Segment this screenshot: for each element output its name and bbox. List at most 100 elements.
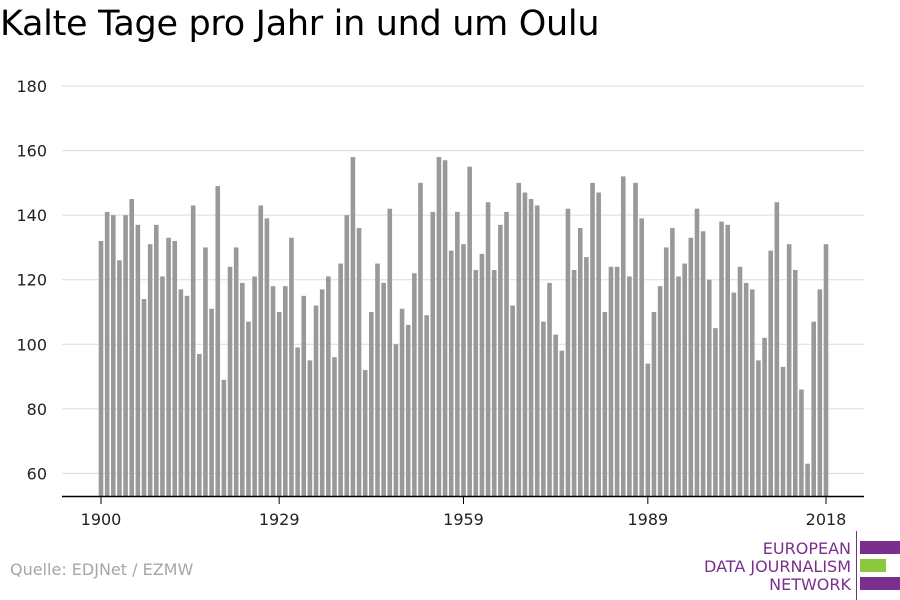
bar-1961 (473, 270, 479, 496)
bar-1930 (283, 286, 288, 496)
bar-1987 (633, 182, 638, 496)
bar-1986 (627, 276, 632, 496)
x-axis: 1900 1929 1959 1989 2018 (62, 495, 864, 529)
bar-1962 (479, 253, 485, 496)
x-tick-label-2018: 2018 (806, 510, 847, 529)
bar-1913 (178, 289, 184, 496)
bar-1993 (670, 228, 675, 496)
bar-2005 (743, 282, 749, 496)
bar-1965 (498, 224, 503, 496)
bar-2017 (817, 289, 823, 496)
logo-bar-1 (860, 541, 900, 554)
logo-line-3: NETWORK (769, 575, 851, 594)
bar-1918 (209, 308, 214, 496)
bars (98, 157, 829, 497)
bar-1998 (700, 231, 706, 497)
bar-1991 (657, 286, 663, 496)
bar-1985 (620, 176, 626, 496)
bar-1989 (645, 363, 651, 496)
bar-1935 (313, 305, 319, 496)
bar-1959 (461, 244, 466, 496)
edjnet-logo[interactable]: EUROPEAN DATA JOURNALISM NETWORK (690, 531, 900, 600)
bar-1917 (203, 247, 208, 496)
bar-1978 (577, 228, 583, 496)
bar-2013 (792, 270, 798, 496)
logo-divider (856, 531, 857, 600)
bar-1980 (590, 182, 595, 496)
bar-1906 (135, 224, 141, 496)
bar-2006 (749, 289, 755, 496)
bar-1992 (663, 247, 669, 496)
bar-1955 (436, 157, 442, 496)
bar-1907 (141, 299, 147, 496)
bar-1922 (233, 247, 239, 496)
bar-1982 (602, 311, 608, 496)
bar-1940 (344, 215, 350, 497)
bar-1950 (405, 324, 411, 496)
bar-1912 (172, 240, 178, 496)
y-tick-label-80: 80 (27, 400, 47, 419)
bar-1949 (399, 308, 405, 496)
bar-1937 (326, 276, 331, 496)
bar-1975 (559, 350, 565, 496)
bar-1936 (319, 289, 325, 496)
bar-2014 (799, 389, 804, 496)
bar-2011 (780, 366, 786, 496)
bar-1924 (246, 321, 251, 496)
bar-1994 (676, 276, 681, 496)
bar-1967 (510, 305, 515, 496)
logo-bar-3 (860, 577, 900, 590)
chart-title: Kalte Tage pro Jahr in und um Oulu (0, 4, 600, 44)
y-tick-label-140: 140 (16, 206, 47, 225)
bar-1990 (651, 311, 657, 496)
bar-1958 (455, 211, 460, 496)
bar-1945 (375, 263, 380, 496)
bar-1911 (166, 237, 171, 496)
bar-1966 (504, 211, 509, 496)
bar-1925 (252, 276, 257, 496)
bar-1946 (381, 282, 386, 496)
bar-1951 (412, 273, 417, 496)
bar-1923 (240, 282, 245, 496)
bar-1938 (332, 357, 337, 496)
bar-1995 (682, 263, 687, 496)
x-tick-label-1959: 1959 (443, 510, 484, 529)
bar-2015 (805, 463, 810, 496)
bar-1927 (264, 218, 270, 497)
x-tick-label-1900: 1900 (81, 510, 122, 529)
bar-2010 (774, 202, 780, 497)
bar-1963 (485, 202, 491, 497)
x-tick-label-1989: 1989 (627, 510, 668, 529)
bar-1904 (123, 215, 128, 497)
bar-2007 (756, 360, 761, 496)
logo-line-1: EUROPEAN (762, 539, 851, 558)
bar-1939 (338, 263, 343, 496)
source-note: Quelle: EDJNet / EZMW (10, 560, 194, 579)
bar-1921 (227, 266, 233, 496)
bar-1952 (418, 182, 423, 496)
bar-1931 (289, 237, 294, 496)
bar-1905 (129, 198, 135, 496)
bar-2001 (719, 221, 724, 496)
bar-2004 (737, 266, 743, 496)
bar-1944 (369, 311, 374, 496)
bar-1942 (356, 228, 362, 496)
bar-1973 (547, 282, 552, 496)
bar-1969 (522, 192, 528, 496)
bar-2008 (762, 337, 767, 496)
y-tick-label-160: 160 (16, 142, 47, 161)
bar-1929 (276, 311, 282, 496)
bar-1915 (190, 205, 196, 496)
bar-1941 (350, 157, 356, 496)
y-axis-ticks: 60 80 100 120 140 160 180 (16, 77, 47, 483)
bar-1909 (153, 224, 159, 496)
bar-1933 (301, 295, 307, 496)
bar-1916 (197, 353, 202, 496)
bar-1914 (184, 295, 190, 496)
bar-1957 (448, 250, 454, 496)
bar-1910 (160, 276, 165, 496)
bar-1908 (147, 244, 153, 496)
bar-1932 (295, 347, 300, 496)
bar-1943 (362, 370, 368, 496)
bar-1947 (387, 208, 393, 496)
